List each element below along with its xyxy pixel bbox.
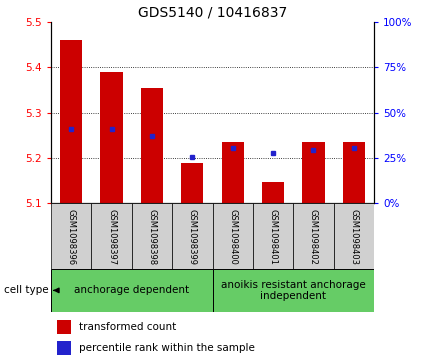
Bar — [60, 40, 82, 203]
Bar — [51, 269, 212, 312]
Bar — [262, 182, 284, 203]
Bar — [212, 269, 374, 312]
Bar — [221, 142, 244, 203]
Bar — [141, 87, 163, 203]
Bar — [343, 142, 365, 203]
Text: GSM1098401: GSM1098401 — [269, 208, 278, 264]
Bar — [132, 203, 172, 269]
Text: percentile rank within the sample: percentile rank within the sample — [79, 343, 255, 353]
Text: GSM1098397: GSM1098397 — [107, 208, 116, 265]
Title: GDS5140 / 10416837: GDS5140 / 10416837 — [138, 5, 287, 19]
Text: transformed count: transformed count — [79, 322, 176, 332]
Bar — [91, 203, 132, 269]
Text: GSM1098400: GSM1098400 — [228, 208, 237, 264]
Bar — [57, 320, 71, 334]
Bar — [100, 72, 123, 203]
Text: anchorage dependent: anchorage dependent — [74, 285, 189, 295]
Bar — [334, 203, 374, 269]
Bar — [172, 203, 212, 269]
Text: GSM1098402: GSM1098402 — [309, 208, 318, 264]
Text: anoikis resistant anchorage
independent: anoikis resistant anchorage independent — [221, 280, 366, 301]
Bar — [253, 203, 293, 269]
Bar — [293, 203, 334, 269]
Text: cell type: cell type — [4, 285, 49, 295]
Text: GSM1098403: GSM1098403 — [349, 208, 358, 265]
Text: GSM1098399: GSM1098399 — [188, 208, 197, 265]
Bar — [57, 341, 71, 355]
Bar — [302, 142, 325, 203]
Bar — [212, 203, 253, 269]
Text: GSM1098398: GSM1098398 — [147, 208, 156, 265]
Bar — [181, 163, 204, 203]
Text: GSM1098396: GSM1098396 — [67, 208, 76, 265]
Bar — [51, 203, 91, 269]
